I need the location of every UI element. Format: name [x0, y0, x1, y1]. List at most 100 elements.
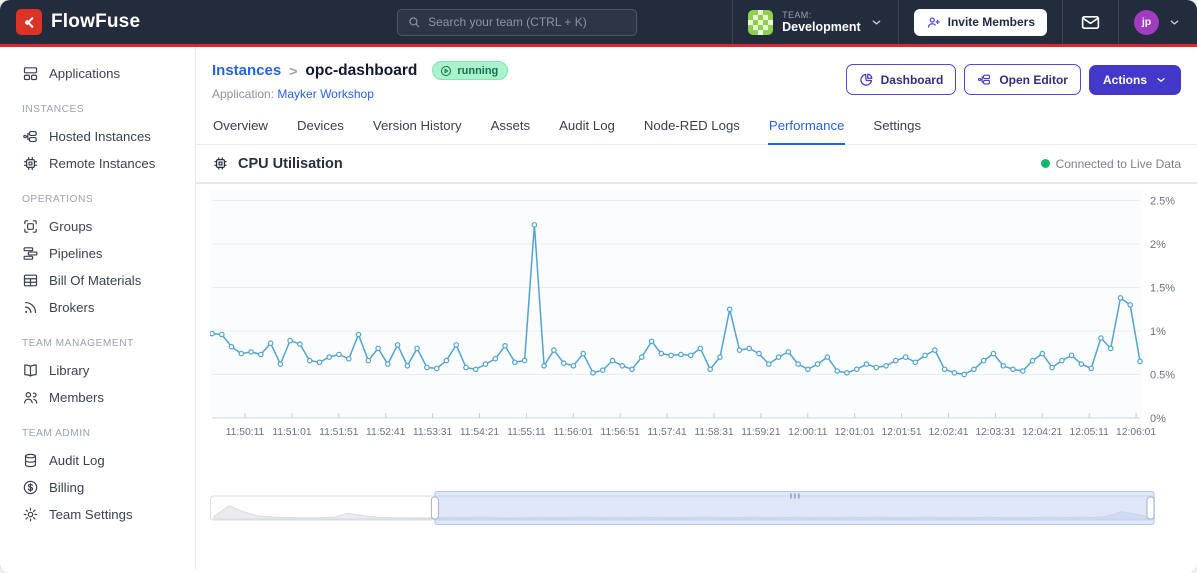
search-input[interactable] — [428, 15, 628, 29]
sidebar-item-remote-instances[interactable]: Remote Instances — [22, 150, 187, 177]
svg-text:0.5%: 0.5% — [1150, 369, 1175, 381]
sidebar-item-audit-log[interactable]: Audit Log — [22, 447, 187, 474]
tab-overview[interactable]: Overview — [213, 118, 268, 133]
sidebar-item-members[interactable]: Members — [22, 384, 187, 411]
team-switcher[interactable]: TEAM: Development — [733, 0, 898, 44]
sidebar-item-label: Library — [49, 363, 90, 378]
tab-devices[interactable]: Devices — [296, 118, 344, 133]
team-search[interactable] — [397, 8, 638, 36]
chevron-down-icon — [870, 16, 883, 29]
audit-log-icon — [22, 452, 39, 469]
svg-text:0%: 0% — [1150, 413, 1166, 425]
tab-audit-log[interactable]: Audit Log — [559, 118, 615, 133]
breadcrumb-separator: > — [289, 62, 298, 79]
sidebar-item-pipelines[interactable]: Pipelines — [22, 240, 187, 267]
svg-text:11:56:01: 11:56:01 — [554, 427, 594, 438]
main-content: Instances > opc-dashboard running Applic… — [196, 47, 1197, 570]
play-circle-icon — [441, 65, 452, 76]
application-label: Application: — [212, 87, 275, 101]
sidebar-section-header: TEAM MANAGEMENT — [22, 338, 134, 349]
tab-performance[interactable]: Performance — [767, 110, 846, 145]
tab-node-red-logs[interactable]: Node-RED Logs — [643, 118, 740, 133]
chevron-down-icon — [1157, 77, 1165, 82]
actions-button-label: Actions — [1102, 72, 1147, 87]
sidebar-item-label: Remote Instances — [49, 156, 156, 171]
application-link[interactable]: Mayker Workshop — [277, 87, 374, 101]
svg-text:11:57:41: 11:57:41 — [647, 427, 687, 438]
user-menu[interactable]: jp — [1119, 0, 1185, 44]
brush-grip-icon[interactable] — [798, 493, 800, 499]
actions-button[interactable]: Actions — [1088, 64, 1181, 95]
svg-text:1%: 1% — [1150, 326, 1166, 338]
node-editor-icon — [978, 74, 991, 85]
mail-button[interactable] — [1080, 12, 1101, 33]
svg-text:12:04:21: 12:04:21 — [1022, 427, 1062, 438]
open-editor-button[interactable]: Open Editor — [964, 64, 1081, 95]
chevron-down-icon — [1168, 16, 1181, 29]
remote-instances-icon — [22, 155, 39, 172]
header-actions: Dashboard Open Editor Actions — [845, 64, 1181, 95]
team-avatar — [748, 9, 774, 35]
bill-of-materials-icon — [22, 272, 39, 289]
tab-settings[interactable]: Settings — [873, 118, 922, 133]
sidebar-item-bill-of-materials[interactable]: Bill Of Materials — [22, 267, 187, 294]
invite-members-label: Invite Members — [947, 15, 1035, 29]
tab-assets[interactable]: Assets — [490, 118, 531, 133]
pipelines-icon — [22, 245, 39, 262]
svg-text:11:55:11: 11:55:11 — [507, 427, 546, 438]
sidebar-item-label: Bill Of Materials — [49, 273, 142, 288]
live-status: Connected to Live Data — [1040, 156, 1181, 171]
instance-name: opc-dashboard — [305, 61, 418, 79]
live-dot-icon — [1040, 159, 1050, 168]
sidebar-item-library[interactable]: Library — [22, 357, 187, 384]
svg-text:11:51:51: 11:51:51 — [319, 427, 359, 438]
svg-text:11:56:51: 11:56:51 — [601, 427, 641, 438]
brush-handle-left[interactable] — [430, 496, 439, 520]
sidebar-item-label: Hosted Instances — [49, 129, 151, 144]
sidebar-section-header: TEAM ADMIN — [22, 428, 91, 439]
breadcrumb: Instances > opc-dashboard running — [212, 61, 509, 80]
time-range-brush[interactable] — [210, 491, 1155, 525]
brush-grip-icon[interactable] — [790, 493, 792, 499]
navbar-divider — [1118, 0, 1119, 44]
status-badge: running — [432, 61, 509, 80]
svg-text:11:51:01: 11:51:01 — [272, 427, 312, 438]
svg-text:11:53:31: 11:53:31 — [413, 427, 453, 438]
sidebar-item-label: Billing — [49, 480, 85, 495]
members-icon — [22, 389, 39, 406]
brokers-icon — [22, 299, 39, 316]
breadcrumb-instances-link[interactable]: Instances — [212, 62, 282, 79]
performance-panel: CPU Utilisation Connected to Live Data 0… — [196, 145, 1197, 525]
sidebar-item-brokers[interactable]: Brokers — [22, 294, 187, 321]
svg-text:12:03:31: 12:03:31 — [975, 427, 1015, 438]
team-name: Development — [782, 19, 861, 34]
brush-grip-icon[interactable] — [794, 493, 796, 499]
sidebar-item-applications[interactable]: Applications — [22, 60, 187, 87]
svg-text:11:58:31: 11:58:31 — [694, 427, 734, 438]
tab-version-history[interactable]: Version History — [372, 118, 462, 133]
flowfuse-brand[interactable]: FlowFuse — [16, 9, 140, 35]
navbar-divider — [732, 0, 734, 44]
groups-icon — [22, 218, 39, 235]
sidebar-item-groups[interactable]: Groups — [22, 213, 187, 240]
sidebar-item-team-settings[interactable]: Team Settings — [22, 501, 187, 528]
cpu-utilisation-chart: 0% 0.5% 1% 1.5% 2% 2.5% 11:50:11 11:51:01 11:51:… — [209, 190, 1175, 438]
dashboard-button[interactable]: Dashboard — [845, 64, 957, 95]
sidebar-item-label: Pipelines — [49, 246, 103, 261]
brand-name: FlowFuse — [51, 11, 141, 32]
sidebar-item-billing[interactable]: Billing — [22, 474, 187, 501]
sidebar-section-header: OPERATIONS — [22, 194, 94, 205]
sidebar-item-label: Members — [49, 390, 104, 405]
navbar-divider — [897, 0, 899, 44]
billing-icon — [22, 479, 39, 496]
invite-members-button[interactable]: Invite Members — [913, 8, 1047, 36]
mail-icon — [1081, 15, 1100, 29]
panel-title-label: CPU Utilisation — [238, 155, 343, 172]
sidebar-item-label: Groups — [49, 219, 93, 234]
live-status-label: Connected to Live Data — [1055, 156, 1181, 171]
brush-handle-right[interactable] — [1146, 496, 1155, 520]
sidebar-item-hosted-instances[interactable]: Hosted Instances — [22, 123, 187, 150]
sidebar-item-label: Applications — [49, 66, 121, 81]
status-badge-label: running — [457, 64, 499, 77]
sidebar-item-label: Brokers — [49, 300, 95, 315]
